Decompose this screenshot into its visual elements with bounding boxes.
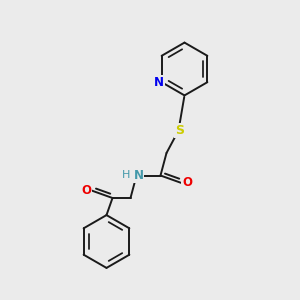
Text: O: O — [81, 184, 91, 197]
Text: H: H — [122, 170, 130, 180]
Text: S: S — [175, 124, 184, 137]
Text: N: N — [154, 76, 164, 89]
Text: O: O — [182, 176, 192, 190]
Text: N: N — [134, 169, 144, 182]
